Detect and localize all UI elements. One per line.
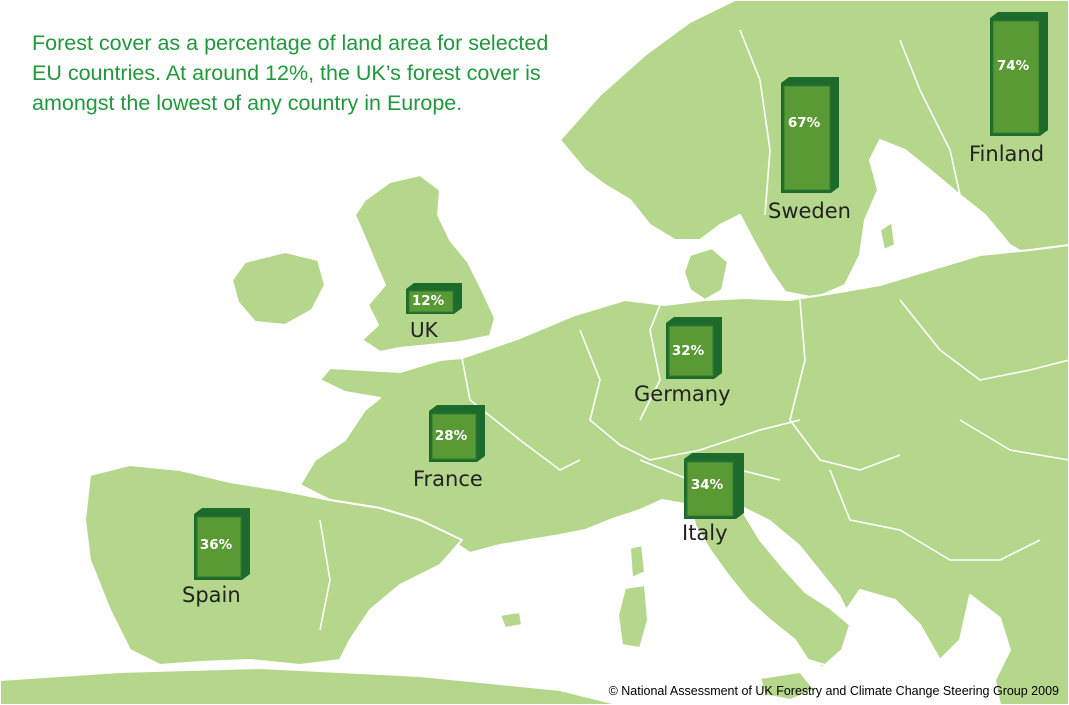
bar-france-label: 28% (434, 428, 468, 444)
label-germany: Germany (634, 382, 731, 406)
caption-line-3: amongst the lowest of any country in Eur… (32, 91, 463, 115)
label-finland: Finland (969, 142, 1045, 166)
bar-uk: 12% (406, 283, 462, 314)
caption-line-1: Forest cover as a percentage of land are… (32, 31, 549, 55)
bar-italy: 34% (684, 453, 744, 519)
land-gotland (879, 221, 896, 251)
bar-france: 28% (429, 405, 485, 462)
label-france: France (413, 467, 483, 491)
land-italy (689, 497, 851, 666)
caption-line-2: EU countries. At around 12%, the UK’s fo… (32, 61, 541, 85)
label-uk: UK (410, 318, 438, 342)
land-baleares (499, 611, 523, 629)
land-sicily (759, 671, 816, 701)
bar-spain-label: 36% (199, 537, 233, 553)
bar-finland-shape (990, 12, 1048, 136)
land-denmark (683, 247, 729, 301)
bar-sweden-label: 67% (787, 115, 821, 131)
bar-finland-label: 74% (996, 58, 1030, 74)
bar-italy-shape (684, 453, 744, 519)
bar-france-shape (429, 405, 485, 462)
bar-uk-shape (406, 283, 462, 314)
bar-spain: 36% (194, 508, 250, 580)
label-spain: Spain (182, 583, 241, 607)
bar-germany: 32% (666, 317, 722, 379)
label-sweden: Sweden (768, 199, 851, 223)
land-north-africa (0, 667, 621, 705)
bar-germany-label: 32% (671, 343, 705, 359)
land-ireland (231, 251, 326, 326)
bar-germany-shape (666, 317, 722, 379)
land-corsica (629, 544, 646, 579)
bar-uk-label: 12% (411, 293, 445, 309)
bar-finland: 74% (990, 12, 1048, 136)
label-italy: Italy (682, 521, 728, 545)
map-caption: Forest cover as a percentage of land are… (32, 28, 672, 118)
land-sardinia (617, 584, 649, 649)
bar-sweden-shape (781, 77, 839, 193)
land-iberia (84, 464, 463, 666)
bar-spain-shape (194, 508, 250, 580)
bar-italy-label: 34% (690, 477, 724, 493)
bar-sweden: 67% (781, 77, 839, 193)
copyright-notice: © National Assessment of UK Forestry and… (608, 684, 1059, 698)
